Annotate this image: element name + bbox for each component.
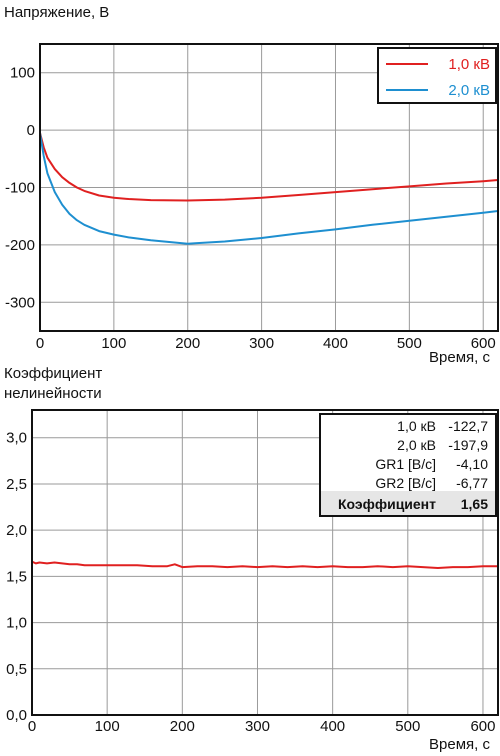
x-tick-label: 300 xyxy=(249,335,274,352)
nonlinearity-chart-x-ticks: 0 100 200 300 400 500 600 xyxy=(28,718,496,735)
nonlinearity-chart: Коэффициент нелинейности 0 100 200 300 400 50… xyxy=(4,365,499,753)
voltage-chart-xlabel: Время, с xyxy=(429,349,490,366)
y-tick-label: 0 xyxy=(27,122,35,139)
info-row-label-3: GR1 [В/с] xyxy=(375,456,436,472)
series-line-1 xyxy=(39,132,499,202)
voltage-chart-ylabel: Напряжение, В xyxy=(4,4,109,21)
x-tick-label: 200 xyxy=(170,718,195,735)
nonlinearity-chart-y-ticks: 3,0 2,5 2,0 1,5 1,0 0,5 0,0 xyxy=(6,430,27,724)
legend-label-1kv: 1,0 кВ xyxy=(448,56,490,73)
nonlinearity-chart-xlabel: Время, с xyxy=(429,736,490,753)
voltage-chart-series xyxy=(39,132,499,245)
voltage-chart-y-ticks: 100 0 -100 -200 -300 xyxy=(5,65,35,312)
y-tick-label: -300 xyxy=(5,294,35,311)
legend-box xyxy=(377,47,497,104)
x-tick-label: 600 xyxy=(471,335,496,352)
y-tick-label: 0,0 xyxy=(6,707,27,724)
info-row-value-1: -122,7 xyxy=(448,418,488,434)
legend-label-2kv: 2,0 кВ xyxy=(448,82,490,99)
info-row-value-4: -6,77 xyxy=(456,475,488,491)
x-tick-label: 500 xyxy=(395,718,420,735)
info-row-label-1: 1,0 кВ xyxy=(397,418,436,434)
y-tick-label: -100 xyxy=(5,180,35,197)
x-tick-label: 500 xyxy=(397,335,422,352)
y-tick-label: 1,0 xyxy=(6,615,27,632)
info-result-label: Коэффициент xyxy=(338,496,436,512)
info-row-value-3: -4,10 xyxy=(456,456,488,472)
y-tick-label: 3,0 xyxy=(6,430,27,447)
x-tick-label: 400 xyxy=(323,335,348,352)
y-tick-label: 2,0 xyxy=(6,522,27,539)
x-tick-label: 600 xyxy=(470,718,495,735)
y-tick-label: 0,5 xyxy=(6,661,27,678)
x-tick-label: 100 xyxy=(101,335,126,352)
voltage-chart-x-ticks: 0 100 200 300 400 500 600 xyxy=(36,335,496,352)
info-table-result-bg xyxy=(321,491,495,515)
series-line-2 xyxy=(39,132,499,245)
y-tick-label: 100 xyxy=(10,65,35,82)
x-tick-label: 0 xyxy=(36,335,44,352)
y-tick-label: -200 xyxy=(5,237,35,254)
voltage-chart-frame xyxy=(39,43,499,332)
x-tick-label: 0 xyxy=(28,718,36,735)
voltage-chart-legend: 1,0 кВ 2,0 кВ xyxy=(377,47,497,104)
nonlinearity-chart-frame xyxy=(31,409,499,716)
series-line-1 xyxy=(31,560,498,569)
info-row-label-4: GR2 [В/с] xyxy=(375,475,436,491)
info-row-value-2: -197,9 xyxy=(448,437,488,453)
y-tick-label: 1,5 xyxy=(6,568,27,585)
x-tick-label: 100 xyxy=(95,718,120,735)
x-tick-label: 300 xyxy=(245,718,270,735)
info-row-label-2: 2,0 кВ xyxy=(397,437,436,453)
nonlinearity-chart-series xyxy=(31,560,498,569)
x-tick-label: 400 xyxy=(320,718,345,735)
voltage-chart: Напряжение, В 0 100 200 300 400 500 600 100 0 -1… xyxy=(4,4,499,366)
x-tick-label: 200 xyxy=(175,335,200,352)
nonlinearity-chart-ylabel-line2: нелинейности xyxy=(4,385,102,402)
nonlinearity-chart-ylabel-line1: Коэффициент xyxy=(4,365,102,382)
y-tick-label: 2,5 xyxy=(6,476,27,493)
info-table: 1,0 кВ -122,7 2,0 кВ -197,9 GR1 [В/с] -4… xyxy=(319,413,497,517)
info-result-value: 1,65 xyxy=(461,496,488,512)
